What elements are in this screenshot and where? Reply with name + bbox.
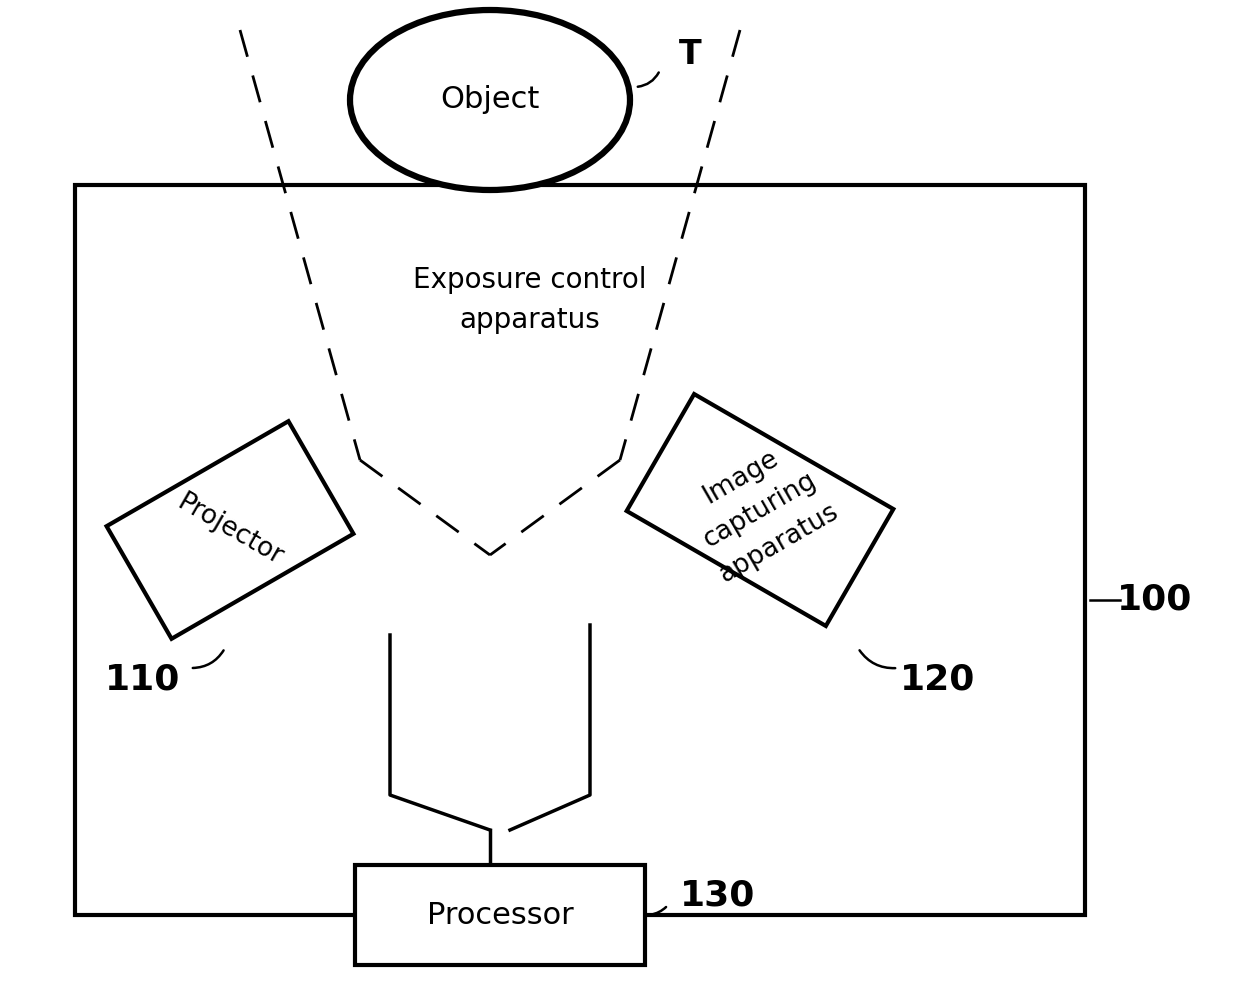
- FancyArrowPatch shape: [637, 73, 658, 86]
- Text: Processor: Processor: [427, 901, 573, 929]
- Bar: [355, 865, 645, 965]
- Text: Exposure control: Exposure control: [413, 266, 647, 294]
- Ellipse shape: [350, 10, 630, 190]
- Text: T: T: [678, 39, 702, 72]
- Text: 110: 110: [105, 663, 180, 697]
- Bar: [74, 185, 1085, 915]
- FancyArrowPatch shape: [192, 650, 223, 668]
- Text: Object: Object: [440, 85, 539, 114]
- FancyArrowPatch shape: [859, 650, 895, 668]
- Text: Image: Image: [698, 445, 784, 509]
- Text: capturing: capturing: [699, 467, 821, 553]
- Text: 120: 120: [900, 663, 976, 697]
- Text: 100: 100: [1117, 583, 1193, 617]
- FancyArrowPatch shape: [651, 907, 666, 914]
- Text: 130: 130: [680, 878, 755, 912]
- Polygon shape: [626, 394, 893, 626]
- Polygon shape: [107, 421, 353, 639]
- Text: apparatus: apparatus: [714, 498, 843, 587]
- Text: Projector: Projector: [172, 489, 288, 571]
- Text: apparatus: apparatus: [460, 306, 600, 334]
